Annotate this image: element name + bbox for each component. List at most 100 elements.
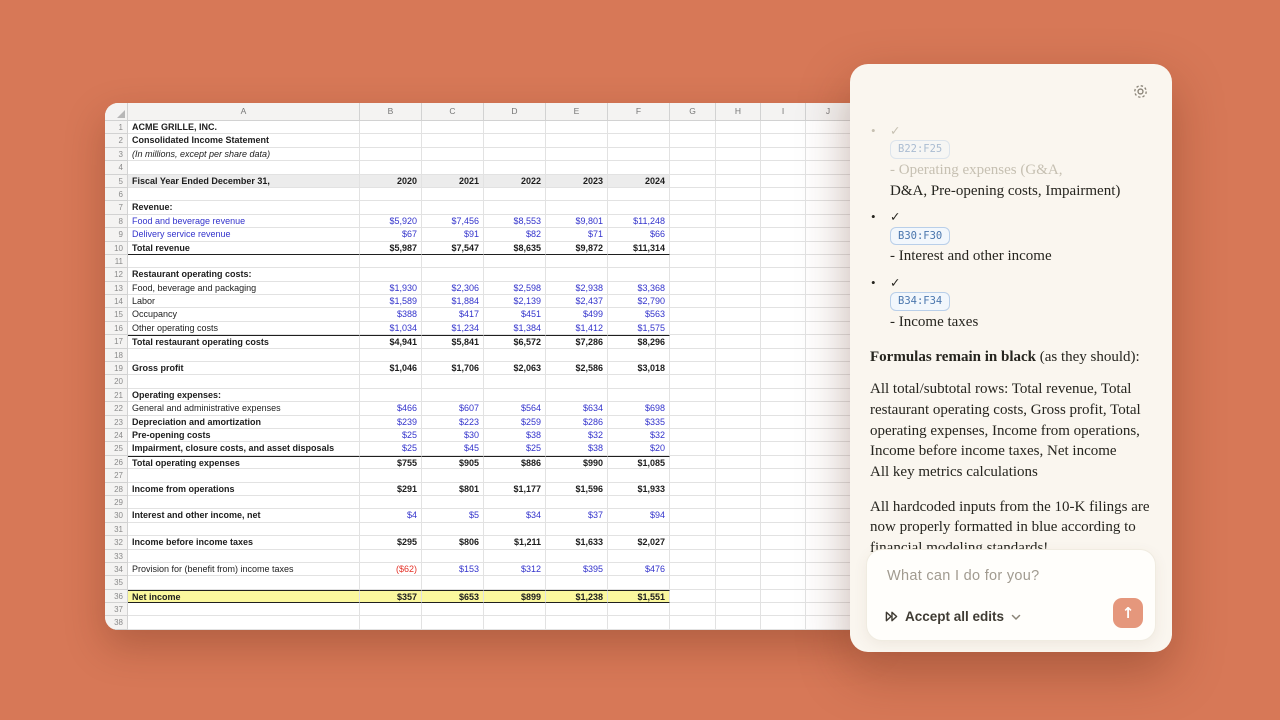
cell-F13[interactable]: $3,368 xyxy=(608,281,670,296)
cell-C26[interactable]: $905 xyxy=(422,455,484,470)
cell-H23[interactable] xyxy=(716,415,761,429)
cell-C21[interactable] xyxy=(422,388,484,403)
cell-C13[interactable]: $2,306 xyxy=(422,281,484,296)
row-header-29[interactable]: 29 xyxy=(105,495,128,510)
cell-D20[interactable] xyxy=(484,375,546,389)
cell-C30[interactable]: $5 xyxy=(422,509,484,523)
cell-B13[interactable]: $1,930 xyxy=(360,281,422,296)
cell-E14[interactable]: $2,437 xyxy=(546,295,608,309)
cell-E22[interactable]: $634 xyxy=(546,402,608,416)
cell-A38[interactable] xyxy=(128,616,360,630)
cell-A28[interactable]: Income from operations xyxy=(128,482,360,496)
cell-B32[interactable]: $295 xyxy=(360,536,422,550)
cell-G11[interactable] xyxy=(670,254,716,269)
cell-E36[interactable]: $1,238 xyxy=(546,589,608,604)
row-header-10[interactable]: 10 xyxy=(105,241,128,255)
cell-A12[interactable]: Restaurant operating costs: xyxy=(128,268,360,282)
cell-J37[interactable] xyxy=(806,603,851,617)
cell-E17[interactable]: $7,286 xyxy=(546,335,608,349)
row-header-33[interactable]: 33 xyxy=(105,549,128,563)
cell-F37[interactable] xyxy=(608,603,670,617)
cell-G7[interactable] xyxy=(670,201,716,215)
cell-A30[interactable]: Interest and other income, net xyxy=(128,509,360,523)
cell-H32[interactable] xyxy=(716,536,761,550)
cell-A10[interactable]: Total revenue xyxy=(128,241,360,255)
row-header-24[interactable]: 24 xyxy=(105,428,128,443)
settings-gear-icon[interactable] xyxy=(1131,82,1150,106)
cell-G5[interactable] xyxy=(670,174,716,188)
cell-I3[interactable] xyxy=(761,147,806,162)
cell-D25[interactable]: $25 xyxy=(484,442,546,456)
cell-G35[interactable] xyxy=(670,576,716,590)
cell-B33[interactable] xyxy=(360,549,422,563)
cell-G34[interactable] xyxy=(670,562,716,577)
cell-G9[interactable] xyxy=(670,228,716,242)
cell-C37[interactable] xyxy=(422,603,484,617)
cell-A18[interactable] xyxy=(128,348,360,363)
cell-G1[interactable] xyxy=(670,121,716,135)
row-header-12[interactable]: 12 xyxy=(105,268,128,282)
cell-G30[interactable] xyxy=(670,509,716,523)
cell-F32[interactable]: $2,027 xyxy=(608,536,670,550)
cell-D15[interactable]: $451 xyxy=(484,308,546,322)
cell-I30[interactable] xyxy=(761,509,806,523)
cell-E15[interactable]: $499 xyxy=(546,308,608,322)
cell-B11[interactable] xyxy=(360,254,422,269)
cell-H33[interactable] xyxy=(716,549,761,563)
accept-all-edits-button[interactable]: Accept all edits xyxy=(885,609,1021,624)
cell-D6[interactable] xyxy=(484,187,546,202)
cell-D12[interactable] xyxy=(484,268,546,282)
cell-B22[interactable]: $466 xyxy=(360,402,422,416)
cell-B2[interactable] xyxy=(360,134,422,148)
cell-A24[interactable]: Pre-opening costs xyxy=(128,428,360,443)
column-header-B[interactable]: B xyxy=(360,103,422,121)
cell-E30[interactable]: $37 xyxy=(546,509,608,523)
cell-I21[interactable] xyxy=(761,388,806,403)
cell-H6[interactable] xyxy=(716,187,761,202)
cell-E27[interactable] xyxy=(546,469,608,483)
cell-J6[interactable] xyxy=(806,187,851,202)
cell-A36[interactable]: Net income xyxy=(128,589,360,604)
cell-A4[interactable] xyxy=(128,161,360,175)
cell-D10[interactable]: $8,635 xyxy=(484,241,546,255)
cell-H10[interactable] xyxy=(716,241,761,255)
cell-A17[interactable]: Total restaurant operating costs xyxy=(128,335,360,349)
cell-D2[interactable] xyxy=(484,134,546,148)
cell-F34[interactable]: $476 xyxy=(608,562,670,577)
cell-B27[interactable] xyxy=(360,469,422,483)
cell-F22[interactable]: $698 xyxy=(608,402,670,416)
cell-A2[interactable]: Consolidated Income Statement xyxy=(128,134,360,148)
cell-I2[interactable] xyxy=(761,134,806,148)
cell-G22[interactable] xyxy=(670,402,716,416)
cell-H31[interactable] xyxy=(716,522,761,537)
row-header-23[interactable]: 23 xyxy=(105,415,128,429)
cell-A11[interactable] xyxy=(128,254,360,269)
cell-E21[interactable] xyxy=(546,388,608,403)
cell-H35[interactable] xyxy=(716,576,761,590)
cell-A23[interactable]: Depreciation and amortization xyxy=(128,415,360,429)
cell-I5[interactable] xyxy=(761,174,806,188)
row-header-27[interactable]: 27 xyxy=(105,469,128,483)
cell-I20[interactable] xyxy=(761,375,806,389)
cell-J20[interactable] xyxy=(806,375,851,389)
cell-H2[interactable] xyxy=(716,134,761,148)
cell-I31[interactable] xyxy=(761,522,806,537)
cell-E5[interactable]: 2023 xyxy=(546,174,608,188)
cell-I15[interactable] xyxy=(761,308,806,322)
cell-J7[interactable] xyxy=(806,201,851,215)
cell-J19[interactable] xyxy=(806,362,851,376)
row-header-37[interactable]: 37 xyxy=(105,603,128,617)
row-header-36[interactable]: 36 xyxy=(105,589,128,604)
cell-J31[interactable] xyxy=(806,522,851,537)
send-button[interactable]: ↑ xyxy=(1113,598,1143,628)
cell-I11[interactable] xyxy=(761,254,806,269)
cell-J4[interactable] xyxy=(806,161,851,175)
cell-G16[interactable] xyxy=(670,321,716,336)
cell-C32[interactable]: $806 xyxy=(422,536,484,550)
cell-I6[interactable] xyxy=(761,187,806,202)
cell-E11[interactable] xyxy=(546,254,608,269)
cell-H24[interactable] xyxy=(716,428,761,443)
cell-E13[interactable]: $2,938 xyxy=(546,281,608,296)
cell-G31[interactable] xyxy=(670,522,716,537)
cell-B10[interactable]: $5,987 xyxy=(360,241,422,255)
